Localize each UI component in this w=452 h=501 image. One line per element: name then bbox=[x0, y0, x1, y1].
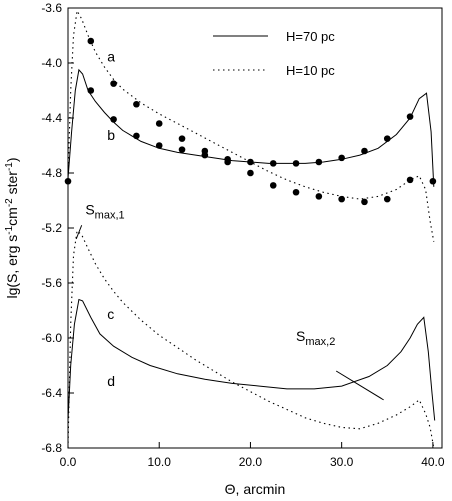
series-line-1 bbox=[67, 9, 435, 242]
y-title-superscript: -1 bbox=[4, 162, 15, 171]
series-line-5 bbox=[67, 229, 435, 449]
y-tick-label: -4.4 bbox=[41, 111, 62, 125]
data-point bbox=[315, 158, 323, 166]
data-point bbox=[361, 147, 368, 155]
x-tick-label: 0.0 bbox=[60, 455, 77, 469]
data-point bbox=[247, 158, 254, 166]
y-tick-label: -3.6 bbox=[41, 1, 62, 15]
data-point bbox=[224, 155, 231, 163]
data-point bbox=[133, 132, 140, 140]
series-markers bbox=[64, 37, 437, 206]
y-tick-label: -4.0 bbox=[41, 56, 62, 70]
data-point bbox=[406, 113, 414, 120]
data-point bbox=[338, 154, 345, 162]
data-point bbox=[110, 80, 117, 87]
callout-subscript: max,1 bbox=[95, 209, 125, 221]
data-point bbox=[178, 135, 186, 142]
data-point bbox=[110, 116, 117, 123]
data-point bbox=[361, 198, 368, 206]
y-title-text: ) bbox=[4, 157, 20, 162]
data-point bbox=[292, 160, 300, 167]
data-point bbox=[155, 142, 163, 149]
axis-ticks bbox=[67, 7, 434, 449]
y-tick-label: -5.2 bbox=[41, 221, 62, 235]
callout-label: Smax,2 bbox=[296, 328, 335, 348]
data-point bbox=[383, 195, 391, 203]
data-point bbox=[338, 195, 345, 203]
data-point bbox=[406, 176, 414, 184]
x-tick-label: 30.0 bbox=[330, 455, 354, 469]
data-point bbox=[247, 169, 254, 177]
data-point bbox=[292, 188, 300, 196]
axis-tick-labels: 0.0 10.0 20.0 30.0 40.0 -6.8 -6.4 -6.0 -5.6 -5.2 -… bbox=[41, 1, 445, 469]
y-title-text: lg(S, erg s bbox=[4, 235, 20, 299]
data-point bbox=[269, 182, 277, 189]
data-point bbox=[315, 193, 323, 200]
data-point bbox=[269, 160, 277, 167]
y-tick-label: -6.4 bbox=[41, 386, 62, 400]
y-title-text: cm bbox=[4, 207, 20, 226]
callout-main: S bbox=[296, 328, 305, 344]
data-point bbox=[201, 151, 209, 159]
callout-subscript: max,2 bbox=[305, 336, 335, 348]
curve-label: d bbox=[107, 373, 115, 389]
plot-area-border bbox=[67, 7, 443, 449]
series-line-4 bbox=[67, 298, 436, 421]
legend-label: H=10 pc bbox=[286, 63, 335, 78]
curve-label: c bbox=[107, 306, 114, 322]
data-point bbox=[64, 177, 72, 185]
callout-main: S bbox=[85, 201, 94, 217]
series-line-0 bbox=[67, 68, 435, 187]
data-point bbox=[133, 100, 140, 108]
y-tick-label: -6.0 bbox=[41, 331, 62, 345]
x-tick-label: 20.0 bbox=[239, 455, 263, 469]
data-point bbox=[178, 146, 186, 153]
series-lines bbox=[67, 9, 436, 449]
legend: H=70 pc H=10 pc bbox=[213, 29, 335, 78]
callout-pointer bbox=[75, 225, 83, 240]
curve-label: b bbox=[107, 127, 115, 143]
plot-frame bbox=[67, 7, 443, 449]
y-axis-title: lg(S, erg s-1cm-2 ster-1) bbox=[4, 157, 20, 298]
curve-label: a bbox=[107, 49, 115, 65]
y-tick-label: -5.6 bbox=[41, 276, 62, 290]
x-axis-title: Θ, arcmin bbox=[225, 481, 286, 497]
y-title-superscript: -2 bbox=[4, 198, 15, 207]
data-point bbox=[383, 135, 391, 142]
y-title-text: ster bbox=[4, 171, 20, 199]
x-tick-label: 40.0 bbox=[421, 455, 445, 469]
y-tick-label: -6.8 bbox=[41, 441, 62, 455]
data-point bbox=[155, 120, 163, 127]
legend-label: H=70 pc bbox=[286, 29, 335, 44]
y-tick-label: -4.8 bbox=[41, 166, 62, 180]
data-point bbox=[87, 87, 95, 94]
x-tick-label: 10.0 bbox=[148, 455, 172, 469]
data-point bbox=[429, 177, 437, 185]
callout-pointer bbox=[335, 370, 384, 401]
data-point bbox=[87, 37, 95, 45]
callout-label: Smax,1 bbox=[85, 201, 124, 221]
y-title-superscript: -1 bbox=[4, 225, 15, 234]
